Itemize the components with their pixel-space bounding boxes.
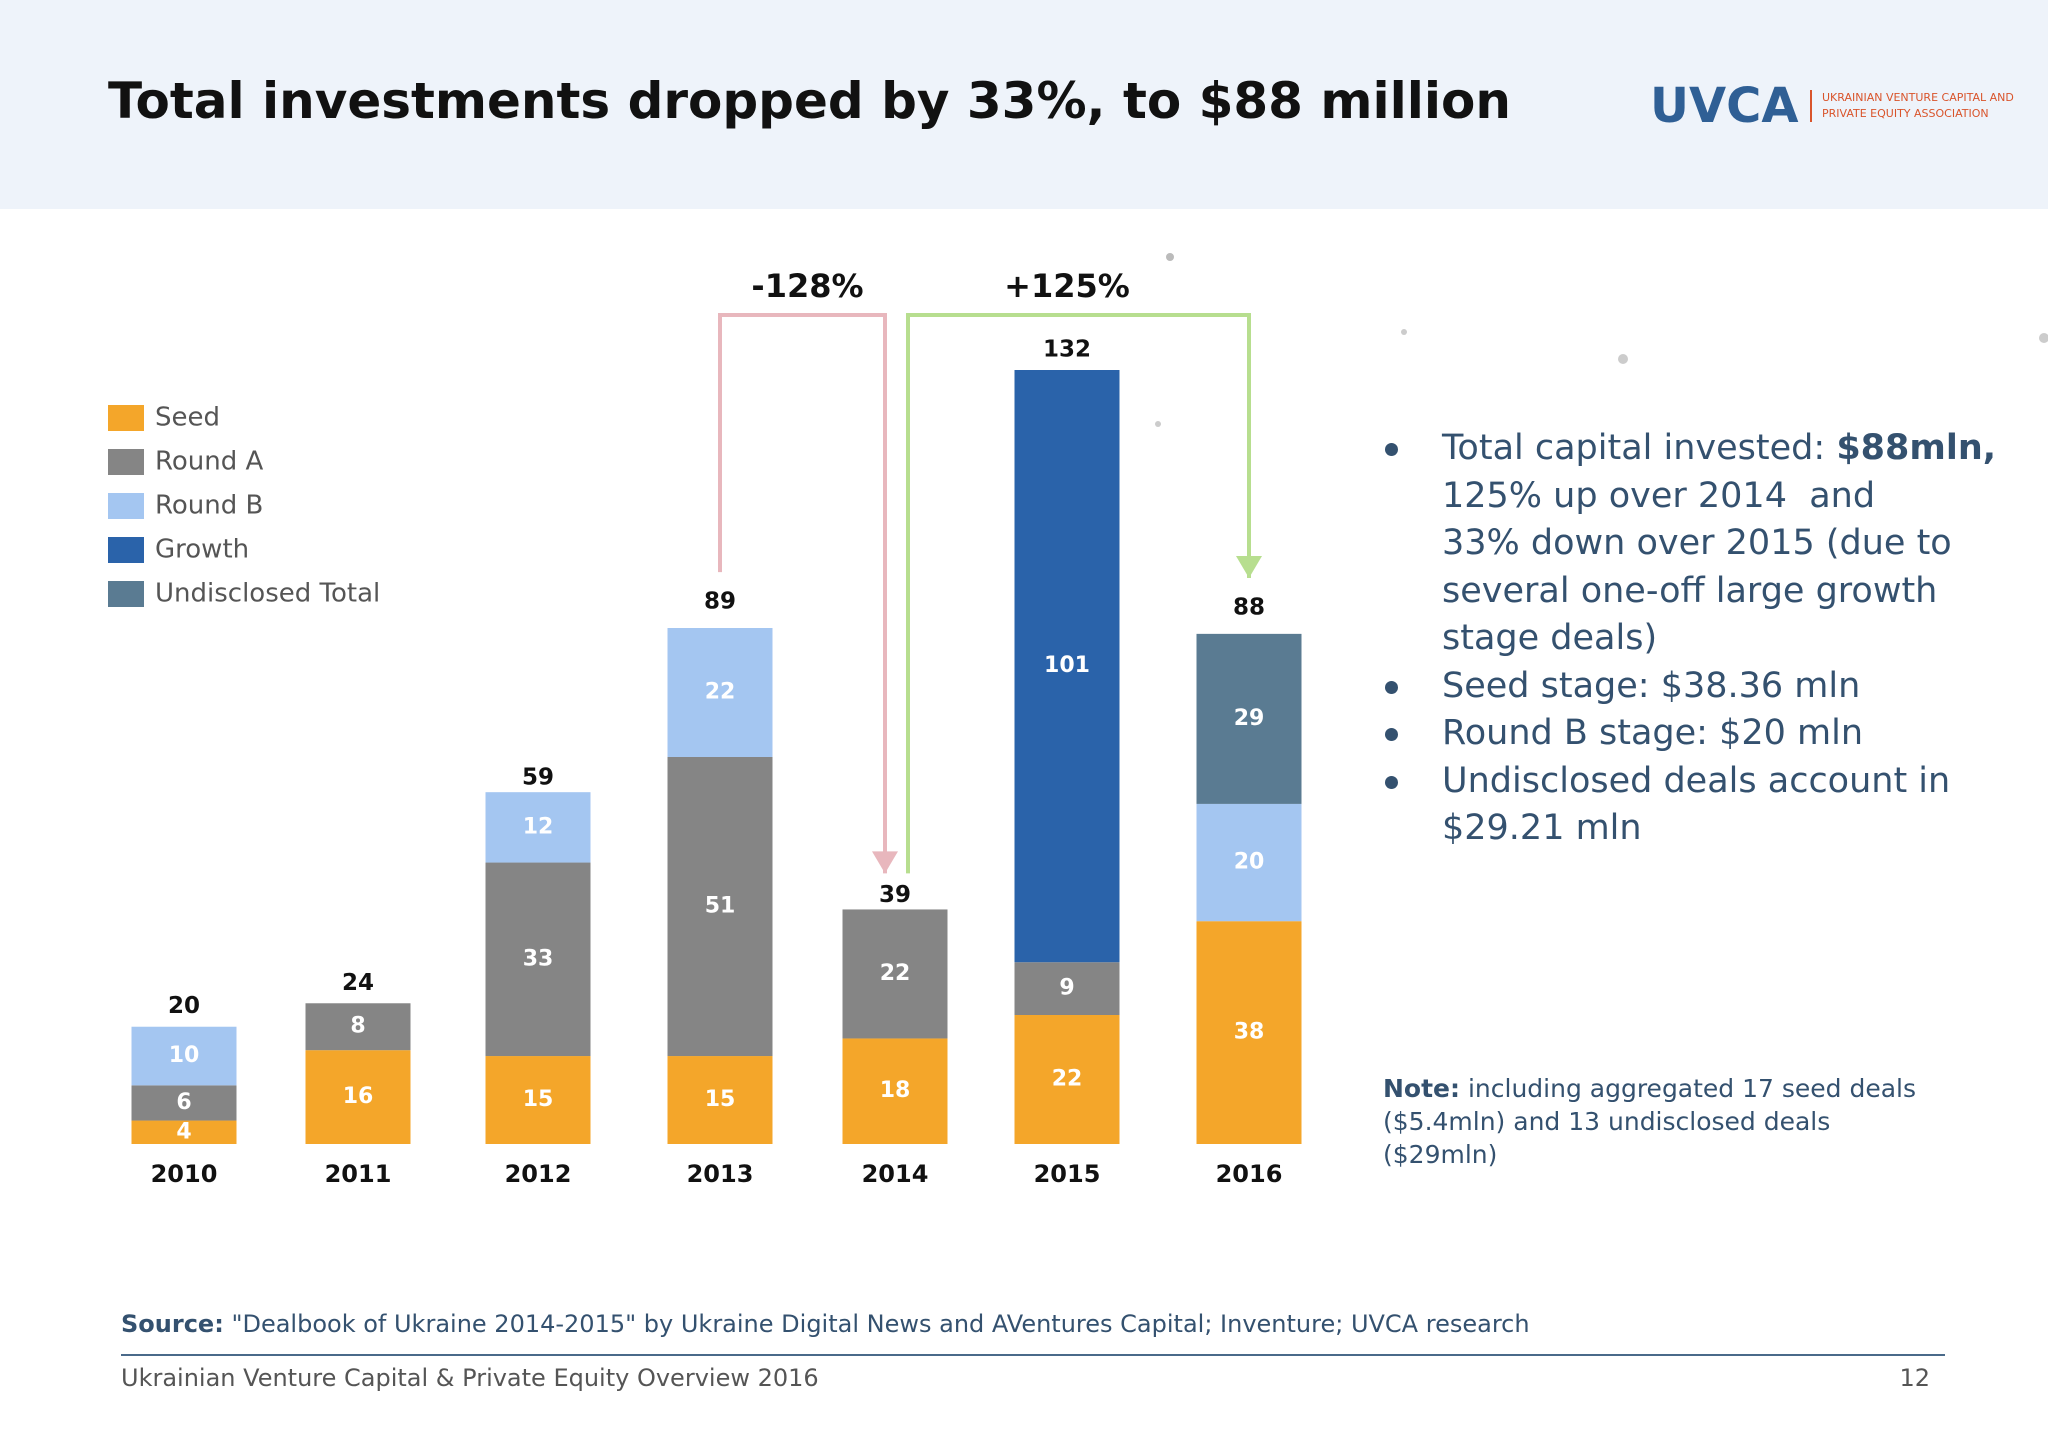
segment-label: 20 xyxy=(1234,850,1265,875)
change-arrow xyxy=(718,313,887,874)
x-tick-label: 2011 xyxy=(325,1160,392,1188)
bullet: Total capital invested: $88mln, 125% up … xyxy=(1385,425,2005,663)
x-tick-label: 2014 xyxy=(862,1160,929,1188)
total-label: 20 xyxy=(168,993,200,1019)
bar-segment xyxy=(485,1056,591,1144)
footer-rule xyxy=(121,1354,1945,1356)
decor-dot xyxy=(1155,421,1161,427)
header-band xyxy=(0,0,2048,209)
bar-segment xyxy=(1196,633,1302,804)
bullet: Round B stage: $20 mln xyxy=(1385,710,2005,758)
x-tick-label: 2015 xyxy=(1034,1160,1101,1188)
total-label: 59 xyxy=(522,765,554,791)
decor-dot xyxy=(1401,329,1407,335)
bar-segment xyxy=(1014,962,1120,1015)
segment-label: 10 xyxy=(169,1043,200,1068)
bullet-bold: $88mln, xyxy=(1836,428,1997,468)
arrow-head xyxy=(1236,556,1262,578)
bar-segment xyxy=(131,1085,237,1121)
segment-label: 51 xyxy=(705,894,736,919)
bar-segment xyxy=(842,909,948,1039)
arrow-head xyxy=(872,851,898,874)
bullet-list: Total capital invested: $88mln, 125% up … xyxy=(1385,425,2005,853)
source-text: "Dealbook of Ukraine 2014-2015" by Ukrai… xyxy=(231,1310,1530,1338)
segment-label: 16 xyxy=(343,1084,374,1109)
segment-label: 18 xyxy=(880,1078,911,1103)
bar-segment xyxy=(667,757,773,1057)
bullet-text: 125% up over 2014 and 33% down over 2015… xyxy=(1442,475,1963,659)
bar-segment xyxy=(842,1038,948,1144)
total-label: 132 xyxy=(1043,337,1091,363)
bar-segment xyxy=(131,1026,237,1086)
bar-segment xyxy=(485,862,591,1057)
segment-label: 101 xyxy=(1044,653,1090,678)
source: Source: "Dealbook of Ukraine 2014-2015" … xyxy=(121,1310,1530,1338)
total-label: 39 xyxy=(879,882,911,908)
page-number: 12 xyxy=(1899,1364,1930,1392)
x-tick-label: 2010 xyxy=(151,1160,218,1188)
footer: Ukrainian Venture Capital & Private Equi… xyxy=(121,1364,819,1392)
bullet: Undisclosed deals account in $29.21 mln xyxy=(1385,758,2005,853)
bar-segment xyxy=(305,1003,411,1051)
annotation: +125% xyxy=(1004,267,1130,305)
legend-label: Round A xyxy=(155,447,264,477)
segment-label: 22 xyxy=(880,961,911,986)
note-text: including aggregated 17 seed deals ($5.4… xyxy=(1383,1074,1917,1169)
logo-line: UKRAINIAN VENTURE CAPITAL AND xyxy=(1822,91,2014,104)
legend-swatch xyxy=(108,405,144,431)
segment-label: 8 xyxy=(350,1014,365,1039)
segment-label: 29 xyxy=(1234,706,1265,731)
note: Note: including aggregated 17 seed deals… xyxy=(1383,1072,1943,1171)
segment-label: 22 xyxy=(1052,1067,1083,1092)
bar-segment xyxy=(1014,1015,1120,1144)
decor-dot xyxy=(1166,253,1174,261)
bullet-text: Total capital invested: xyxy=(1442,428,1826,468)
legend-swatch xyxy=(108,493,144,519)
decor-dot xyxy=(1618,354,1628,364)
bar-segment xyxy=(667,1056,773,1144)
bar-segment xyxy=(305,1050,411,1144)
total-label: 88 xyxy=(1233,595,1265,621)
segment-label: 38 xyxy=(1234,1020,1265,1045)
segment-label: 9 xyxy=(1059,976,1074,1001)
bar-segment xyxy=(1014,370,1120,963)
decor-dot xyxy=(2039,333,2048,343)
total-label: 24 xyxy=(342,970,374,996)
legend-swatch xyxy=(108,537,144,563)
bar-segment xyxy=(1196,921,1302,1144)
legend-label: Undisclosed Total xyxy=(155,579,380,609)
segment-label: 33 xyxy=(523,946,554,971)
segment-label: 4 xyxy=(176,1119,191,1144)
bar-segment xyxy=(667,628,773,757)
x-tick-label: 2012 xyxy=(505,1160,572,1188)
annotation: -128% xyxy=(751,267,863,305)
source-label: Source: xyxy=(121,1310,224,1338)
logo-line: PRIVATE EQUITY ASSOCIATION xyxy=(1822,107,1989,120)
legend-label: Seed xyxy=(155,403,220,433)
note-label: Note: xyxy=(1383,1074,1461,1103)
segment-label: 15 xyxy=(705,1087,736,1112)
bar-segment xyxy=(131,1120,237,1144)
bar-segment xyxy=(1196,803,1302,922)
logo-subtitle: UKRAINIAN VENTURE CAPITAL AND PRIVATE EQ… xyxy=(1810,90,2014,122)
segment-label: 22 xyxy=(705,680,736,705)
legend-swatch xyxy=(108,449,144,475)
change-arrow xyxy=(906,313,1251,874)
segment-label: 6 xyxy=(176,1090,191,1115)
bar-segment xyxy=(485,792,591,863)
segment-label: 12 xyxy=(523,814,554,839)
x-tick-label: 2013 xyxy=(687,1160,754,1188)
legend-swatch xyxy=(108,581,144,607)
title: Total investments dropped by 33%, to $88… xyxy=(108,72,1511,130)
logo: UVCA xyxy=(1650,78,1799,134)
bullet: Seed stage: $38.36 mln xyxy=(1385,663,2005,711)
x-tick-label: 2016 xyxy=(1216,1160,1283,1188)
total-label: 89 xyxy=(704,589,736,615)
segment-label: 15 xyxy=(523,1087,554,1112)
legend-label: Round B xyxy=(155,491,263,521)
legend-label: Growth xyxy=(155,535,249,565)
